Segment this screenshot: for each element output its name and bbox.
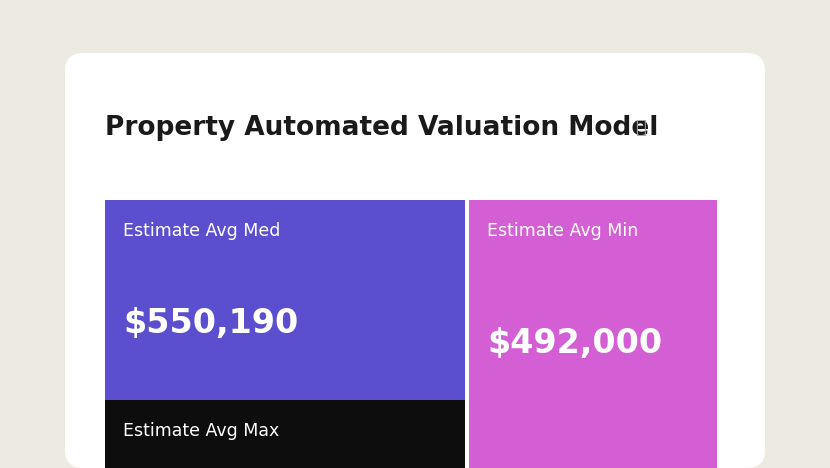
- Text: Estimate Avg Min: Estimate Avg Min: [487, 222, 638, 240]
- Text: $550,190: $550,190: [123, 307, 298, 341]
- Text: Property Automated Valuation Model: Property Automated Valuation Model: [105, 115, 658, 141]
- Text: Estimate Avg Med: Estimate Avg Med: [123, 222, 281, 240]
- Bar: [469, 200, 717, 468]
- Text: ⓘ: ⓘ: [635, 119, 646, 137]
- Text: $492,000: $492,000: [487, 328, 662, 360]
- Bar: [105, 400, 465, 468]
- Text: Estimate Avg Max: Estimate Avg Max: [123, 422, 279, 440]
- Bar: [105, 200, 465, 400]
- FancyBboxPatch shape: [65, 53, 765, 468]
